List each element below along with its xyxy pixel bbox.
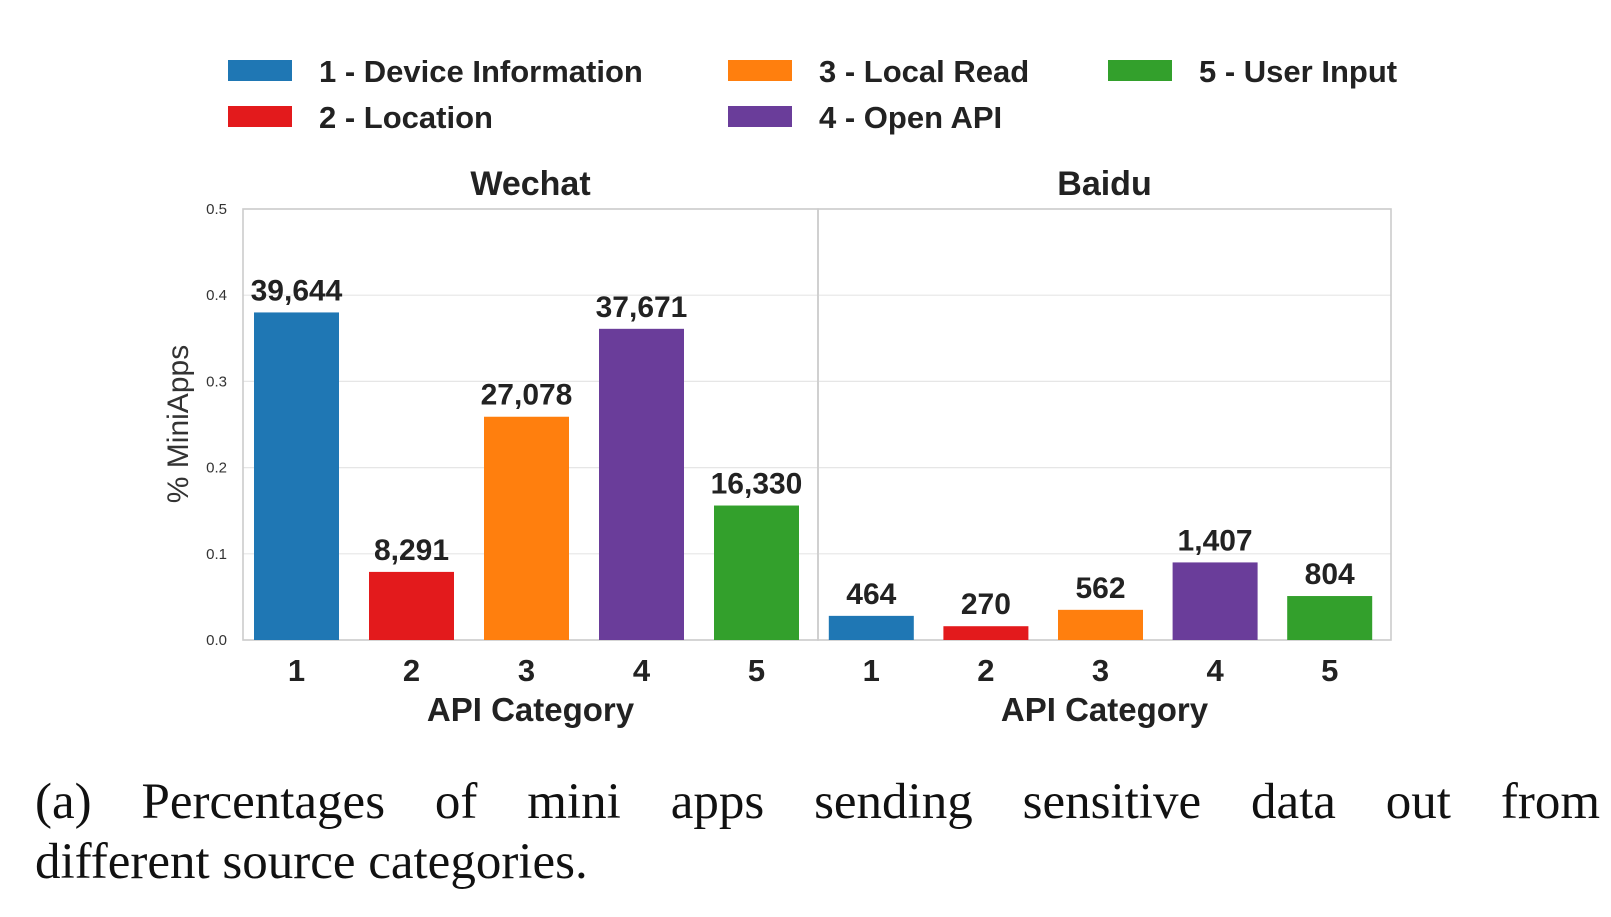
x-tick-label: 1 <box>863 653 880 688</box>
figure-caption-line-2: different source categories. <box>35 834 588 890</box>
bar-baidu-2 <box>943 626 1029 640</box>
legend-swatch-5 <box>1108 60 1172 81</box>
x-tick-label: 2 <box>403 653 420 688</box>
y-tick-label: 0.1 <box>206 546 227 563</box>
y-tick-label: 0.0 <box>206 632 227 649</box>
y-tick-label: 0.2 <box>206 460 227 477</box>
legend-swatch-1 <box>228 60 292 81</box>
data-label: 39,644 <box>251 274 343 307</box>
legend-label-4: 4 - Open API <box>819 100 1002 135</box>
data-label: 804 <box>1305 558 1355 591</box>
chart: 1 - Device Information 2 - Location 3 - Lo… <box>162 54 1397 728</box>
legend-swatch-4 <box>728 106 792 127</box>
y-axis-label: % MiniApps <box>162 345 195 503</box>
y-tick-label: 0.5 <box>206 201 227 218</box>
panel-wechat: Wechat 39,644 1 8,291 2 27,078 3 37,671 4 16,330 5… <box>242 165 819 728</box>
bar-wechat-4 <box>599 328 684 640</box>
data-label: 562 <box>1075 572 1125 605</box>
bar-wechat-3 <box>484 416 569 640</box>
bar-wechat-5 <box>714 505 799 640</box>
data-label: 1,407 <box>1178 524 1253 557</box>
bar-baidu-5 <box>1287 596 1373 640</box>
x-tick-label: 5 <box>748 653 765 688</box>
x-tick-label: 5 <box>1321 653 1338 688</box>
bar-baidu-4 <box>1172 562 1258 640</box>
data-label: 270 <box>961 588 1011 621</box>
data-label: 16,330 <box>711 468 803 501</box>
x-tick-label: 2 <box>977 653 994 688</box>
legend-label-3: 3 - Local Read <box>819 54 1029 89</box>
chart-panels: Wechat 39,644 1 8,291 2 27,078 3 37,671 4 16,330 5… <box>206 165 1392 728</box>
y-tick-label: 0.4 <box>206 287 227 304</box>
data-label: 27,078 <box>481 379 573 412</box>
bar-wechat-1 <box>254 312 339 640</box>
panel-baidu: Baidu 464 1 270 2 562 3 1,407 4 804 5 API Category <box>817 165 1392 728</box>
x-tick-label: 4 <box>633 653 651 688</box>
x-tick-label: 3 <box>1092 653 1109 688</box>
y-tick-label: 0.3 <box>206 373 227 390</box>
x-axis-label: API Category <box>1001 691 1209 728</box>
panel-title: Baidu <box>1057 165 1151 203</box>
bar-baidu-3 <box>1058 609 1143 640</box>
legend-label-5: 5 - User Input <box>1199 54 1397 89</box>
panel-title: Wechat <box>470 165 590 203</box>
x-tick-label: 1 <box>288 653 305 688</box>
x-axis-label: API Category <box>427 691 635 728</box>
legend: 1 - Device Information 2 - Location 3 - Lo… <box>228 54 1397 135</box>
legend-label-1: 1 - Device Information <box>319 54 643 89</box>
bar-baidu-1 <box>828 615 914 640</box>
legend-swatch-2 <box>228 106 292 127</box>
x-tick-label: 3 <box>518 653 535 688</box>
data-label: 37,671 <box>596 291 688 324</box>
x-tick-label: 4 <box>1206 653 1224 688</box>
bar-wechat-2 <box>369 571 454 640</box>
legend-swatch-3 <box>728 60 792 81</box>
data-label: 8,291 <box>374 534 449 567</box>
legend-label-2: 2 - Location <box>319 100 493 135</box>
data-label: 464 <box>846 578 896 611</box>
figure-caption-line-1: (a) Percentages of mini apps sending sen… <box>35 774 1600 830</box>
